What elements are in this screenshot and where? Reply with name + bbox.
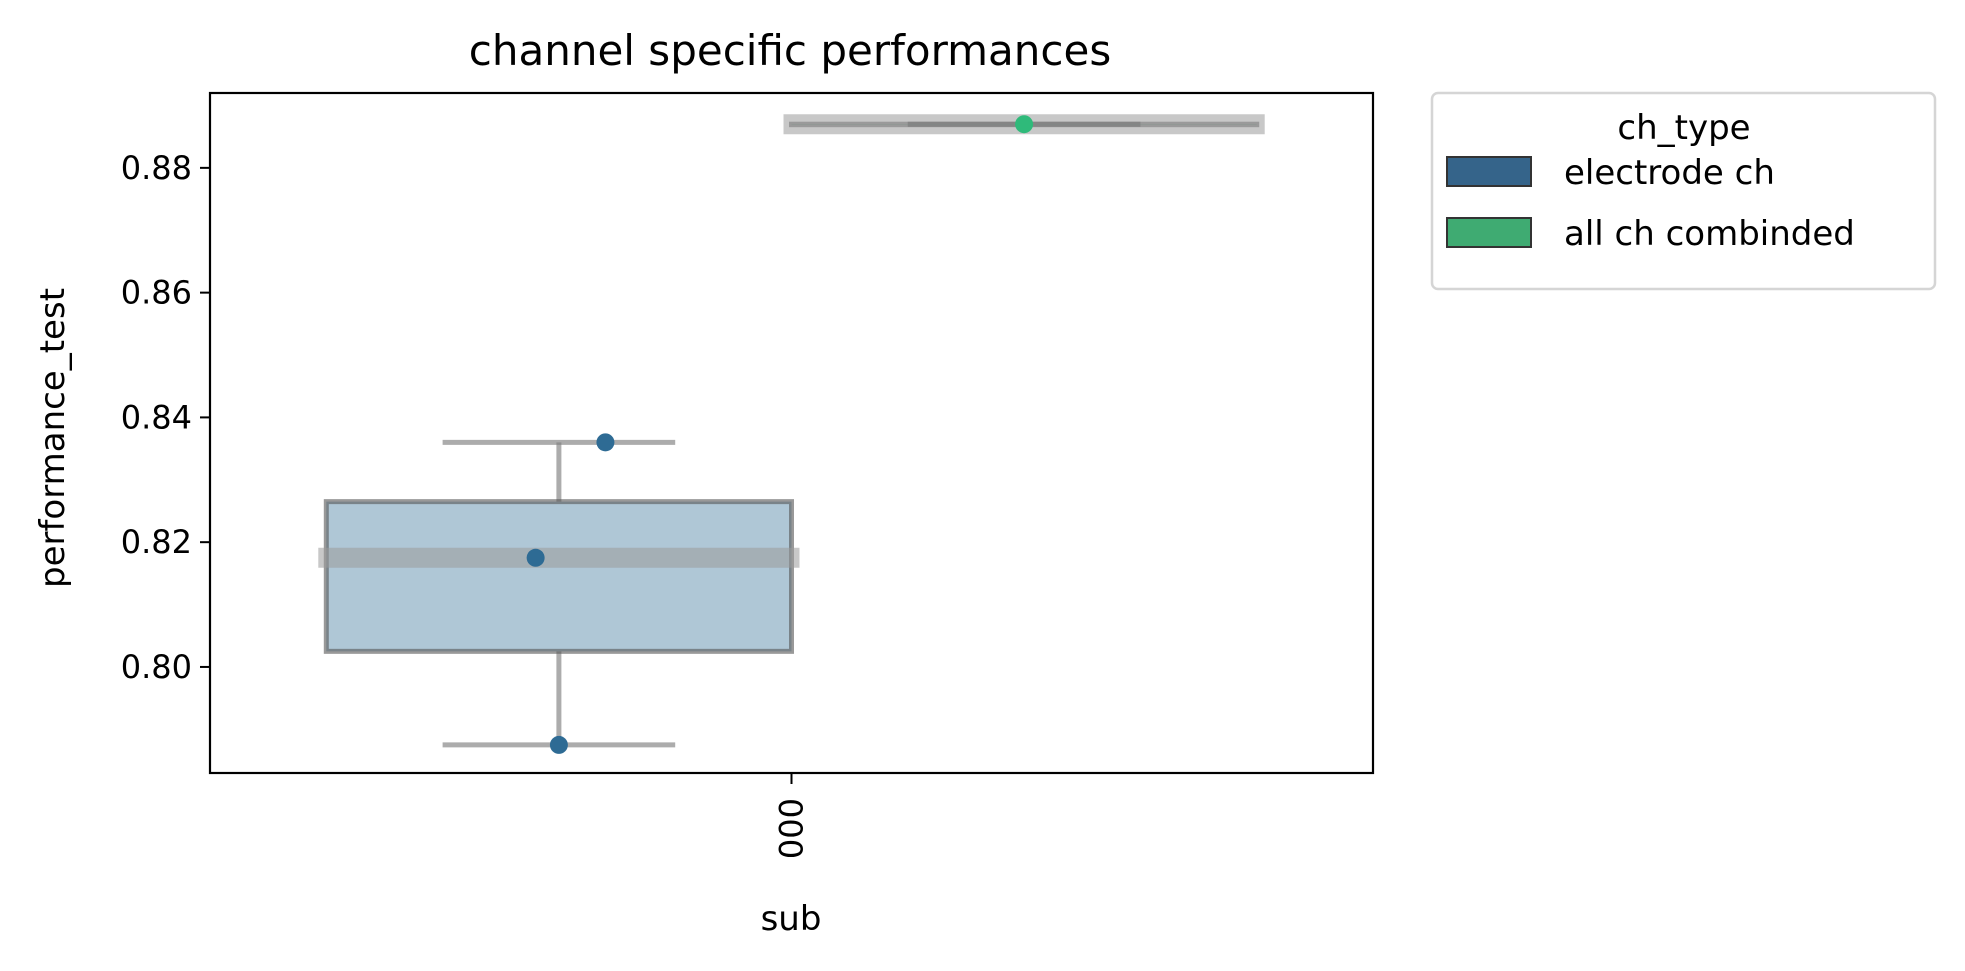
legend-swatch — [1446, 217, 1532, 248]
legend-swatch — [1446, 156, 1532, 187]
y-tick-label: 0.84 — [121, 398, 192, 436]
legend-label: all ch combinded — [1564, 214, 1855, 254]
x-tick-label: 000 — [773, 798, 811, 859]
x-axis-label: sub — [761, 899, 822, 939]
legend-label: electrode ch — [1564, 153, 1775, 193]
chart-title: channel specific performances — [469, 26, 1111, 75]
box-group-0 — [318, 433, 800, 754]
x-axis: 000 — [773, 773, 811, 859]
data-point — [1015, 115, 1034, 134]
data-point — [526, 548, 545, 567]
y-tick-label: 0.88 — [121, 149, 192, 187]
legend-entry-0: electrode ch — [1446, 153, 1775, 193]
y-tick-label: 0.80 — [121, 648, 192, 686]
y-axis: 0.80 0.82 0.84 0.86 0.88 — [121, 149, 210, 686]
legend-entry-1: all ch combinded — [1446, 214, 1855, 254]
data-point — [549, 735, 568, 754]
plot-area — [318, 114, 1265, 754]
data-point — [596, 433, 615, 452]
legend-entries: electrode ch all ch combinded — [1446, 153, 1855, 254]
box-group-1 — [783, 114, 1265, 135]
y-tick-label: 0.82 — [121, 523, 192, 561]
y-tick-label: 0.86 — [121, 274, 192, 312]
box-iqr — [323, 499, 794, 654]
legend-frame — [1430, 91, 1937, 291]
legend-title: ch_type — [1617, 108, 1750, 148]
legend[interactable]: ch_type electrode ch all ch combinded — [1430, 91, 1937, 291]
y-axis-label: performance_test — [33, 288, 73, 588]
